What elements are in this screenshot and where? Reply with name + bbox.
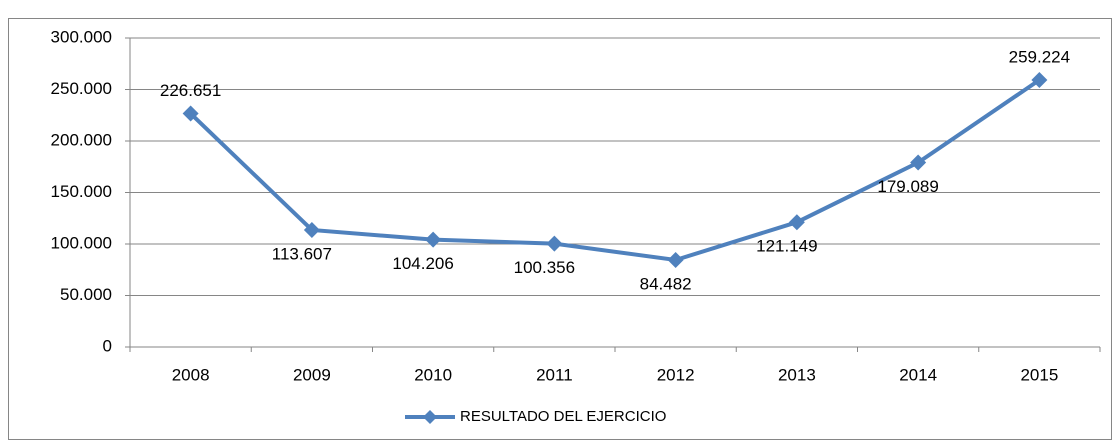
series-line bbox=[189, 78, 1041, 263]
legend-text: RESULTADO DEL EJERCICIO bbox=[460, 408, 666, 425]
data-point bbox=[182, 105, 199, 122]
x-tick-label: 2014 bbox=[899, 365, 937, 384]
data-point bbox=[910, 154, 927, 171]
data-label: 226.651 bbox=[160, 81, 221, 100]
x-tick-label: 2013 bbox=[778, 365, 816, 384]
chart-frame bbox=[8, 18, 1112, 440]
x-tick-label: 2012 bbox=[657, 365, 695, 384]
data-label: 113.607 bbox=[272, 244, 332, 263]
data-point bbox=[1031, 71, 1048, 88]
data-point bbox=[425, 231, 442, 248]
y-tick-label: 0 bbox=[103, 336, 112, 355]
x-tick-label: 2011 bbox=[536, 365, 573, 384]
data-label: 84.482 bbox=[640, 274, 692, 293]
data-point bbox=[546, 235, 563, 252]
x-tick-label: 2009 bbox=[293, 365, 331, 384]
data-point bbox=[303, 221, 320, 238]
y-tick-label: 250.000 bbox=[51, 79, 112, 98]
x-tick-label: 2015 bbox=[1020, 365, 1058, 384]
y-tick-label: 100.000 bbox=[51, 233, 112, 252]
data-label: 100.356 bbox=[514, 258, 575, 277]
y-tick-label: 200.000 bbox=[51, 130, 112, 149]
y-tick-label: 300.000 bbox=[51, 27, 112, 46]
data-label: 104.206 bbox=[392, 254, 453, 273]
data-point bbox=[667, 251, 684, 268]
x-tick-label: 2010 bbox=[414, 365, 452, 384]
y-tick-label: 150.000 bbox=[51, 182, 112, 201]
data-label: 259.224 bbox=[1009, 47, 1070, 66]
legend-marker bbox=[423, 410, 437, 424]
y-tick-label: 50.000 bbox=[60, 285, 112, 304]
data-label: 121.149 bbox=[756, 237, 817, 256]
data-point bbox=[788, 214, 805, 231]
x-tick-label: 2008 bbox=[172, 365, 210, 384]
data-label: 179.089 bbox=[877, 177, 938, 196]
